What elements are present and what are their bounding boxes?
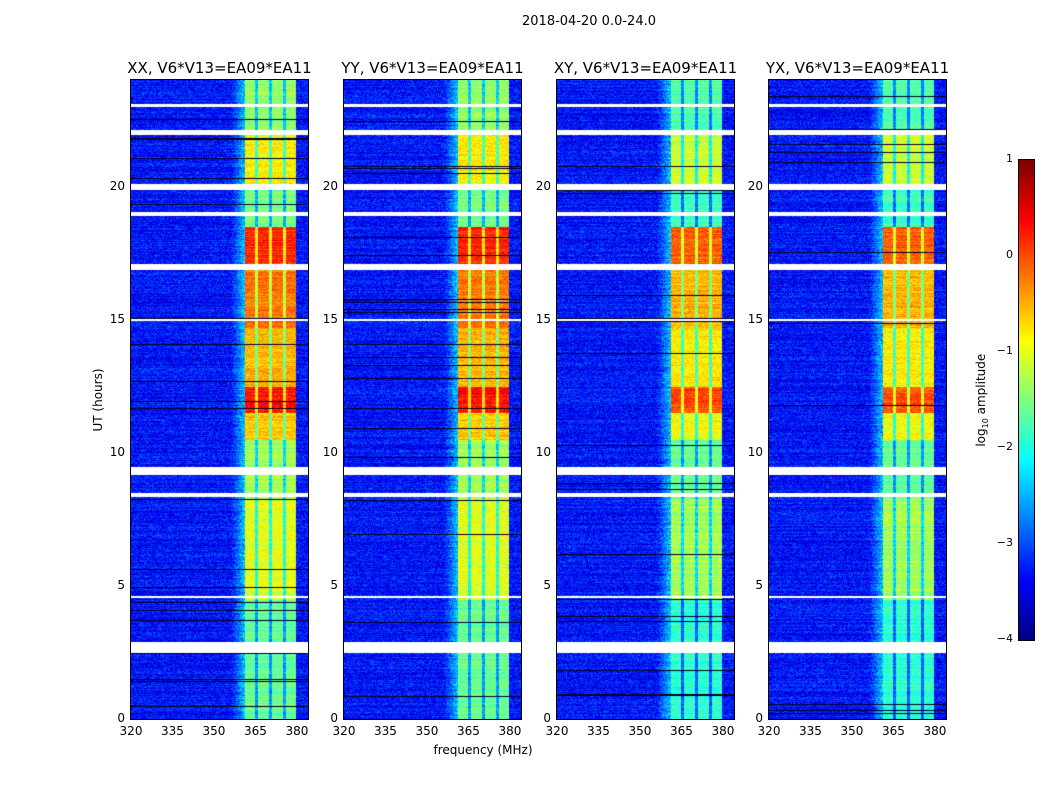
colorbar [1019,160,1034,640]
x-tick-label: 350 [840,724,864,738]
x-tick-label: 365 [670,724,693,738]
colorbar-tick-label: 0 [1006,248,1013,261]
x-tick-label: 365 [457,724,480,738]
figure-title: 2018-04-20 0.0-24.0 [522,14,656,29]
colorbar-tick-label: 1 [1006,152,1013,165]
colorbar-tick-label: −4 [996,632,1013,645]
colorbar-tick-label: −3 [996,536,1013,549]
x-tick-label: 320 [119,724,143,738]
x-tick-label: 365 [244,724,267,738]
panel-title: YY, V6*V13=EA09*EA11 [341,59,524,77]
heatmap-panel-1 [344,80,521,719]
x-tick-label: 320 [332,724,356,738]
y-tick-label: 20 [535,178,551,193]
x-tick-label: 335 [587,724,610,738]
y-tick-label: 0 [330,711,338,725]
x-tick-label: 335 [161,724,184,738]
x-tick-label: 320 [757,724,781,738]
y-tick-label: 0 [755,711,763,725]
panel-title: XX, V6*V13=EA09*EA11 [127,59,312,77]
x-axis-label: frequency (MHz) [433,743,533,757]
x-tick-label: 350 [628,724,652,738]
x-tick-label: 380 [285,724,309,738]
x-tick-label: 365 [882,724,905,738]
x-tick-label: 380 [498,724,522,738]
y-tick-label: 10 [535,444,551,459]
x-tick-label: 380 [923,724,947,738]
y-tick-label: 10 [322,444,338,459]
y-tick-label: 15 [747,311,763,326]
heatmap-panel-2 [557,80,734,719]
y-tick-label: 15 [109,311,125,326]
y-tick-label: 0 [543,711,551,725]
colorbar-tick-label: −2 [996,440,1013,453]
y-axis-label: UT (hours) [91,368,105,432]
x-tick-label: 335 [799,724,822,738]
x-tick-label: 350 [415,724,439,738]
colorbar-label: log10 amplitude [973,353,991,447]
y-tick-label: 20 [747,178,763,193]
y-tick-label: 20 [322,178,338,193]
y-tick-label: 5 [117,577,125,592]
x-tick-label: 335 [374,724,397,738]
y-tick-label: 5 [330,577,338,592]
panel-title: XY, V6*V13=EA09*EA11 [553,59,738,77]
heatmap-panel-0 [131,80,308,719]
y-tick-label: 5 [543,577,551,592]
y-tick-label: 10 [747,444,763,459]
y-tick-label: 5 [755,577,763,592]
y-tick-label: 10 [109,444,125,459]
y-tick-label: 15 [535,311,551,326]
x-tick-label: 380 [711,724,735,738]
panel-title: YX, V6*V13=EA09*EA11 [765,59,950,77]
y-tick-label: 15 [322,311,338,326]
y-tick-label: 0 [117,711,125,725]
colorbar-tick-label: −1 [996,344,1013,357]
x-tick-label: 350 [202,724,226,738]
heatmap-panel-3 [769,80,946,719]
x-tick-label: 320 [545,724,569,738]
y-tick-label: 20 [109,178,125,193]
